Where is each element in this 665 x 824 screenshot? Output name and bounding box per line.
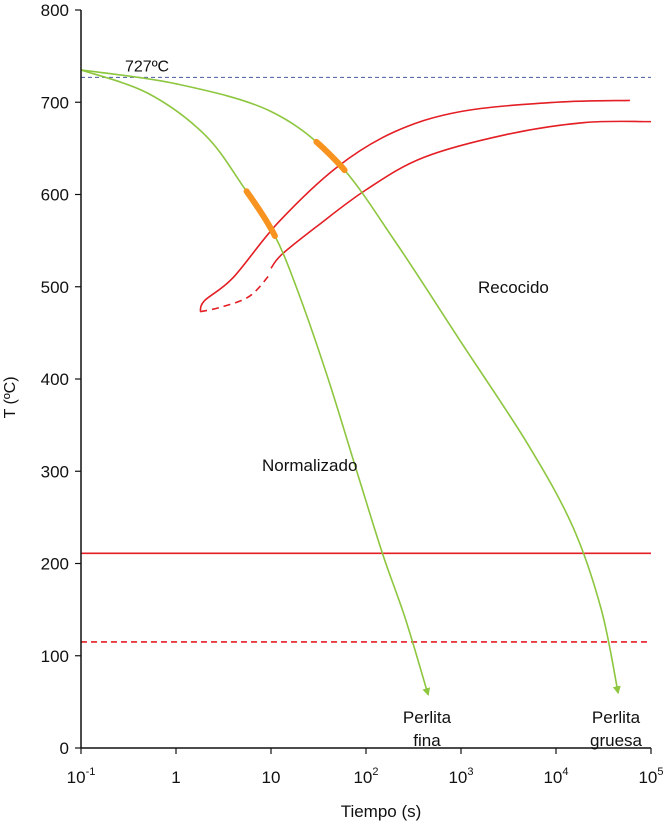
x-tick-exponent-3: 2 <box>372 766 378 778</box>
x-tick-base-3: 10 <box>353 768 372 787</box>
x-tick-exponent-4: 3 <box>467 766 473 778</box>
cooling-curve-end-label-1-0: Perlita <box>592 708 641 727</box>
transformation-curve-start-dashed <box>200 272 272 313</box>
reference-line-label-0: 727ºC <box>125 58 169 75</box>
y-tick-label-0: 0 <box>60 739 69 758</box>
y-tick-label-100: 100 <box>41 647 69 666</box>
transformation-segment-1 <box>313 138 348 174</box>
transformation-segment-0 <box>243 188 278 239</box>
x-tick-label-2: 10 <box>262 768 281 787</box>
y-tick-label-700: 700 <box>41 93 69 112</box>
y-tick-label-800: 800 <box>41 1 69 20</box>
cooling-curve-end-label-1-1: gruesa <box>590 731 643 750</box>
x-tick-base-0: 10 <box>67 768 86 787</box>
x-axis-title: Tiempo (s) <box>341 802 422 821</box>
x-tick-label-3: 102 <box>353 766 378 787</box>
x-tick-exponent-0: -1 <box>86 766 96 778</box>
cooling-curve-end-label-0-0: Perlita <box>403 708 452 727</box>
x-tick-label-1: 1 <box>171 768 180 787</box>
y-tick-label-300: 300 <box>41 462 69 481</box>
x-tick-base-2: 10 <box>262 768 281 787</box>
cooling-curve-0 <box>80 69 431 697</box>
y-axis-title: T (ºC) <box>2 376 19 418</box>
x-tick-base-4: 10 <box>448 768 467 787</box>
x-tick-label-5: 104 <box>543 766 568 787</box>
cooling-curve-label-1: Recocido <box>478 278 549 297</box>
y-tick-label-600: 600 <box>41 186 69 205</box>
x-tick-label-6: 105 <box>638 766 663 787</box>
x-tick-exponent-5: 4 <box>562 766 568 778</box>
cooling-curve-1 <box>80 69 621 695</box>
x-tick-base-6: 10 <box>638 768 657 787</box>
y-tick-label-400: 400 <box>41 370 69 389</box>
cooling-curve-label-0: Normalizado <box>262 456 357 475</box>
transformation-curve-finish <box>270 120 652 269</box>
cooling-curve-end-label-0-1: fina <box>413 731 441 750</box>
y-tick-label-500: 500 <box>41 278 69 297</box>
y-tick-label-200: 200 <box>41 555 69 574</box>
x-tick-exponent-6: 5 <box>657 766 663 778</box>
x-tick-label-4: 103 <box>448 766 473 787</box>
x-tick-base-1: 1 <box>171 768 180 787</box>
x-tick-label-0: 10-1 <box>67 766 96 787</box>
x-tick-base-5: 10 <box>543 768 562 787</box>
